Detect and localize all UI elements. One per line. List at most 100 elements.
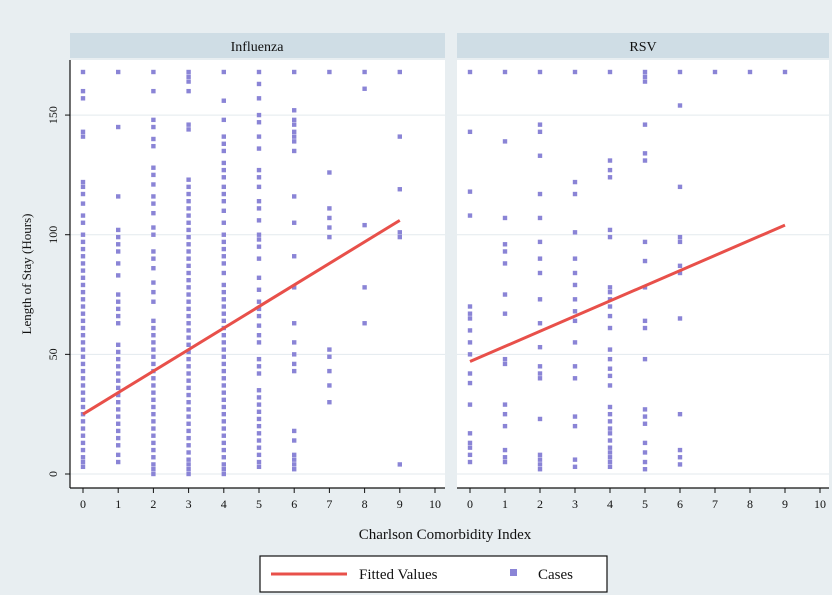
case-point (362, 285, 367, 290)
case-point (151, 143, 156, 149)
case-point (327, 225, 332, 230)
case-point (677, 316, 683, 321)
case-point (151, 210, 156, 216)
case-point (221, 383, 226, 388)
case-point (502, 249, 508, 254)
case-point (642, 414, 648, 419)
case-point (397, 230, 402, 235)
case-point (467, 129, 473, 135)
case-point (467, 311, 473, 316)
case-point (467, 445, 473, 450)
case-point (80, 304, 86, 309)
case-point (642, 325, 648, 331)
case-point (607, 431, 613, 436)
case-point (221, 175, 226, 180)
case-point (151, 124, 156, 130)
case-point (80, 297, 86, 302)
case-point (327, 170, 332, 175)
case-point (537, 376, 543, 381)
case-point (572, 364, 578, 369)
case-point (221, 199, 226, 204)
y-tick-label: 150 (46, 106, 60, 124)
case-point (186, 249, 191, 254)
case-point (256, 464, 262, 470)
case-point (677, 234, 683, 240)
case-point (221, 455, 226, 460)
case-point (256, 81, 262, 87)
case-point (116, 313, 121, 319)
case-point (467, 189, 473, 194)
case-point (292, 69, 297, 75)
case-point (292, 462, 297, 467)
case-point (607, 426, 613, 431)
case-point (80, 333, 86, 338)
case-point (221, 167, 226, 173)
case-point (151, 194, 156, 199)
case-point (467, 69, 473, 75)
case-point (642, 79, 648, 84)
case-point (256, 287, 262, 292)
x-tick-label: 1 (502, 497, 508, 511)
case-point (467, 431, 473, 436)
x-tick-label: 0 (80, 497, 86, 511)
case-point (221, 440, 226, 446)
case-point (256, 237, 262, 242)
case-point (221, 208, 226, 213)
case-point (221, 462, 226, 467)
case-point (151, 88, 156, 94)
case-point (151, 440, 156, 446)
x-tick-label: 1 (115, 497, 121, 511)
case-point (397, 234, 402, 240)
case-point (221, 297, 226, 302)
legend-fitted-values-label: Fitted Values (359, 567, 438, 583)
case-point (151, 136, 156, 142)
case-point (537, 129, 543, 135)
case-point (572, 309, 578, 314)
case-point (116, 392, 121, 398)
case-point (116, 459, 121, 465)
case-point (186, 285, 191, 290)
case-point (607, 450, 613, 455)
case-point (80, 246, 86, 252)
case-point (256, 356, 262, 362)
case-point (186, 127, 191, 132)
case-point (572, 457, 578, 462)
case-point (221, 239, 226, 245)
case-point (221, 347, 226, 352)
case-point (186, 435, 191, 441)
case-point (642, 74, 648, 79)
case-point (151, 471, 156, 477)
case-point (80, 184, 86, 190)
case-point (116, 400, 121, 405)
case-point (151, 462, 156, 467)
case-point (151, 354, 156, 359)
case-point (80, 447, 86, 453)
case-point (80, 282, 86, 288)
case-point (572, 423, 578, 429)
case-point (537, 270, 543, 276)
case-point (572, 179, 578, 185)
case-point (256, 313, 262, 319)
influenza-case-points (80, 69, 402, 477)
case-point (186, 321, 191, 326)
case-point (186, 328, 191, 333)
case-point (116, 292, 121, 297)
case-point (186, 313, 191, 319)
case-point (642, 440, 648, 446)
case-point (607, 69, 613, 75)
case-point (642, 151, 648, 156)
case-point (221, 220, 226, 225)
case-point (607, 464, 613, 470)
case-point (256, 323, 262, 328)
case-point (80, 318, 86, 324)
case-point (642, 450, 648, 455)
case-point (80, 404, 86, 410)
case-point (80, 397, 86, 403)
case-point (116, 452, 121, 458)
case-point (80, 129, 86, 135)
case-point (221, 98, 226, 103)
case-point (80, 179, 86, 185)
case-point (221, 471, 226, 477)
case-point (642, 407, 648, 412)
case-point (607, 383, 613, 388)
